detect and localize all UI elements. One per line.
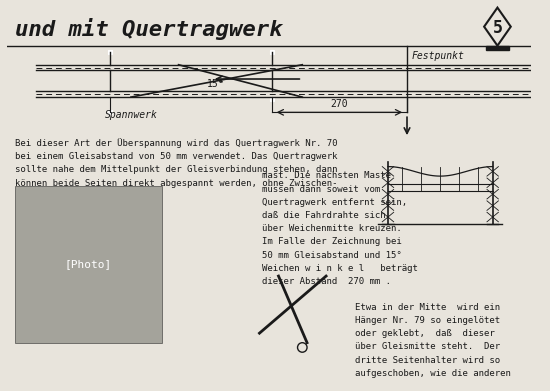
Bar bbox=[270, 97, 274, 101]
Bar bbox=[15, 186, 162, 343]
Text: 270: 270 bbox=[331, 99, 348, 109]
Bar bbox=[108, 110, 112, 114]
Text: 15°: 15° bbox=[207, 79, 225, 89]
Bar bbox=[486, 46, 509, 50]
Text: Etwa in der Mitte  wird ein
Hänger Nr. 79 so eingelötet
oder geklebt,  daß  dies: Etwa in der Mitte wird ein Hänger Nr. 79… bbox=[355, 303, 510, 378]
Text: Bei dieser Art der Überspannung wird das Quertragwerk Nr. 70
bei einem Gleisabst: Bei dieser Art der Überspannung wird das… bbox=[15, 138, 337, 188]
Text: Spannwerk: Spannwerk bbox=[105, 110, 158, 120]
Text: [Photo]: [Photo] bbox=[65, 259, 112, 269]
Bar bbox=[108, 50, 112, 54]
Text: und mit Quertragwerk: und mit Quertragwerk bbox=[15, 18, 282, 39]
Text: Festpunkt: Festpunkt bbox=[412, 51, 465, 61]
Text: 5: 5 bbox=[492, 19, 503, 37]
Text: mast. Die nächsten Maste
müssen dann soweit vom
Quertragwerk entfernt sein,
daß : mast. Die nächsten Maste müssen dann sow… bbox=[262, 171, 418, 286]
Bar bbox=[270, 50, 274, 54]
